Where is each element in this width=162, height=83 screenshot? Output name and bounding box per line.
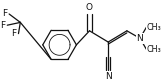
Text: O: O — [86, 3, 93, 12]
Text: N: N — [105, 72, 112, 81]
Text: F: F — [2, 9, 7, 19]
Text: CH₃: CH₃ — [146, 45, 161, 54]
Text: CH₃: CH₃ — [146, 23, 161, 32]
Text: F: F — [12, 29, 17, 38]
Text: F: F — [0, 21, 5, 30]
Text: N: N — [137, 34, 143, 43]
